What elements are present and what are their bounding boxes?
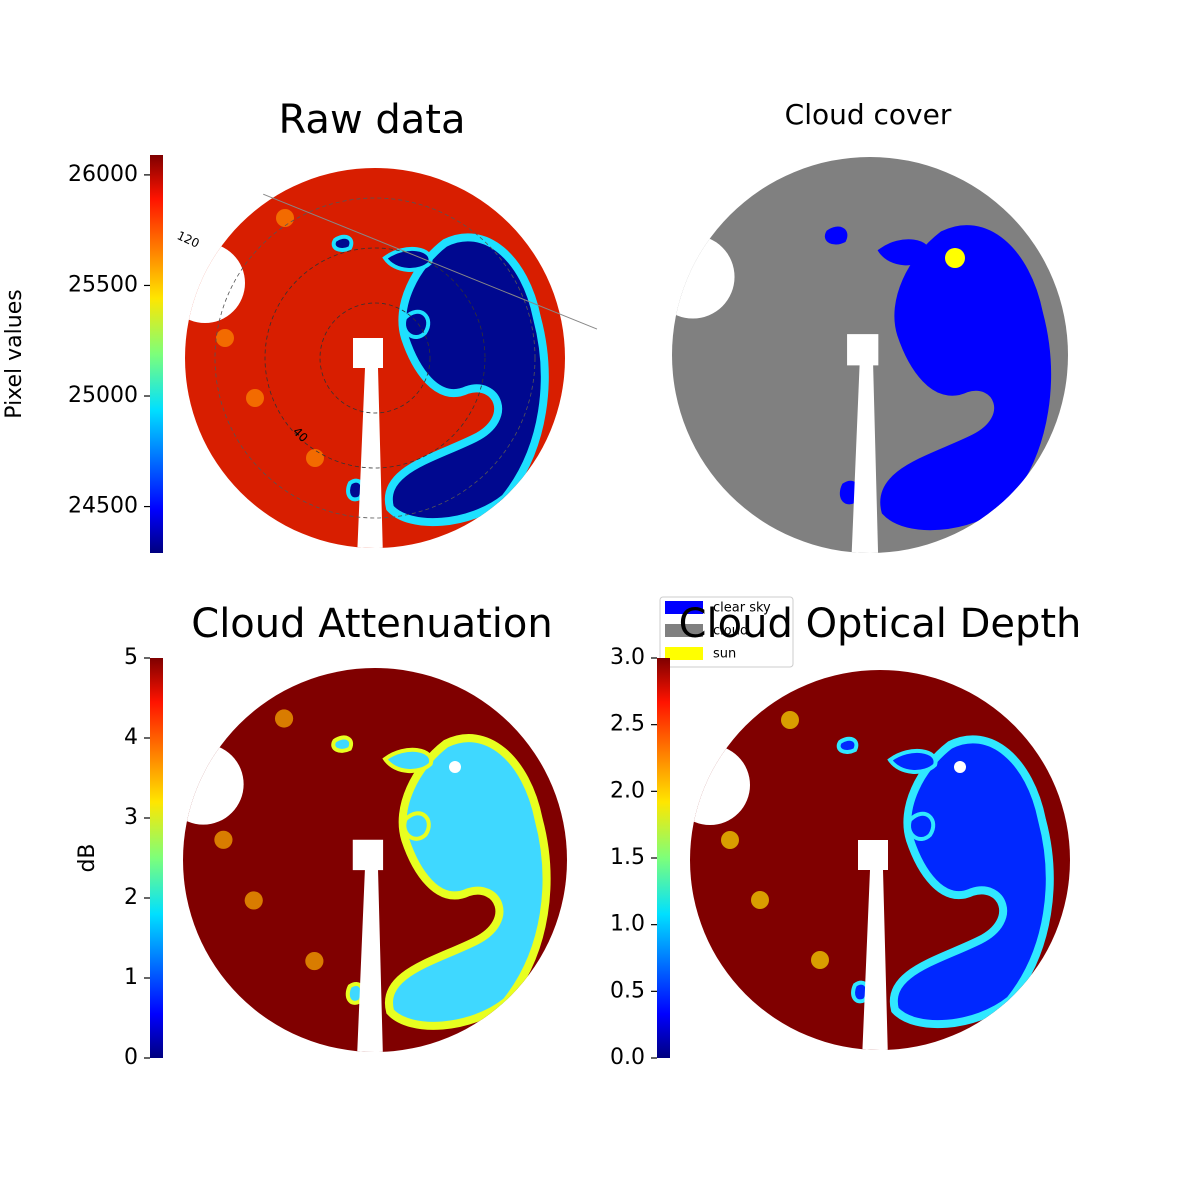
polar-grid	[264, 247, 486, 469]
panel	[662, 157, 1068, 553]
colorbar	[150, 658, 163, 1058]
sky-region	[836, 736, 859, 754]
colorbar-label: Pixel values	[2, 289, 27, 418]
sky-region	[384, 734, 551, 1030]
mast	[858, 840, 888, 1050]
sky-image	[183, 668, 567, 1052]
sky-region	[402, 309, 431, 339]
sky-region	[824, 226, 848, 245]
colorbar	[150, 155, 163, 553]
colorbar-tick-label: 25500	[68, 272, 138, 297]
colorbar-tick-label: 2	[124, 885, 138, 910]
sun	[945, 248, 965, 268]
sky-region	[907, 811, 936, 841]
colorbar-tick-label: 2.0	[610, 778, 645, 803]
sky-region	[402, 811, 431, 841]
sky-region	[877, 239, 930, 266]
sky-image	[662, 157, 1068, 553]
sky-region	[331, 735, 353, 753]
sky-spot	[811, 951, 829, 969]
colorbar-tick-label: 4	[124, 725, 138, 750]
colorbar-tick-label: 1	[124, 965, 138, 990]
sky-region	[384, 233, 549, 527]
colorbar-tick-label: 2.5	[610, 712, 645, 737]
colorbar-tick-label: 24500	[68, 494, 138, 519]
sky-region	[880, 225, 1052, 531]
sun	[449, 761, 461, 773]
polar-label: 120	[175, 228, 202, 250]
mast	[847, 334, 879, 553]
legend-swatch	[665, 647, 703, 660]
notch	[672, 235, 735, 319]
sky-spot	[306, 449, 324, 467]
sky-spot	[276, 209, 294, 227]
sky-spot	[305, 951, 324, 971]
sky-spot	[214, 830, 233, 849]
colorbar-tick-label: 3	[124, 805, 138, 830]
colorbar-tick-label: 1.0	[610, 912, 645, 937]
sky-region	[898, 304, 928, 336]
sky-region	[889, 735, 1054, 1029]
sun	[954, 761, 966, 773]
sky-spot	[274, 709, 294, 728]
panel-title: Cloud Attenuation	[191, 601, 552, 647]
polar-grid	[214, 197, 536, 519]
notch	[680, 820, 690, 870]
panel-title: Raw data	[279, 97, 466, 143]
polar-axis	[263, 193, 598, 330]
polar-grid	[319, 302, 431, 414]
colorbar-tick-label: 25000	[68, 383, 138, 408]
notch	[183, 743, 244, 825]
sky-spot	[721, 831, 739, 849]
colorbar-tick-label: 5	[124, 645, 138, 670]
notch	[185, 243, 245, 323]
colorbar-label: dB	[75, 843, 100, 872]
legend-label: sun	[713, 647, 736, 662]
colorbar-tick-label: 3.0	[610, 645, 645, 670]
sky-spot	[246, 389, 264, 407]
panel: 0.0 0.5 1.0 1.5 2.0 2.5 3.0	[610, 645, 1070, 1070]
sky-image	[680, 670, 1070, 1050]
notch	[183, 819, 184, 871]
mast	[352, 839, 384, 1052]
colorbar-tick-label: 0.0	[610, 1045, 645, 1070]
notch	[690, 745, 750, 825]
legend: clear sky cloud sun	[659, 596, 794, 668]
colorbar-tick-label: 26000	[68, 162, 138, 187]
sky-shapes	[183, 668, 567, 1052]
colorbar-tick-label: 0.5	[610, 978, 645, 1003]
panel-title: Cloud Optical Depth	[679, 601, 1082, 647]
sky-image	[175, 168, 565, 548]
mast	[353, 338, 383, 548]
panel-title: Cloud cover	[785, 98, 952, 131]
colorbar-tick-label: 1.5	[610, 845, 645, 870]
sky-shapes	[662, 157, 1068, 553]
sky-region	[382, 747, 434, 773]
legend-swatch	[665, 624, 703, 637]
legend-label: clear sky	[713, 601, 771, 616]
sky-region	[331, 234, 354, 252]
legend-label: cloud	[713, 624, 748, 639]
notch	[175, 318, 185, 368]
sky-shapes	[680, 670, 1070, 1050]
sky-spot	[781, 711, 799, 729]
legend-swatch	[665, 601, 703, 614]
panel: 0 1 2 3 4 5 dB	[75, 645, 567, 1070]
colorbar	[657, 658, 670, 1058]
sky-spot	[216, 329, 234, 347]
sky-region	[887, 748, 938, 774]
notch	[662, 313, 672, 365]
sky-spot	[244, 891, 263, 910]
sky-shapes	[175, 168, 565, 548]
sky-spot	[751, 891, 769, 909]
colorbar-tick-label: 0	[124, 1045, 138, 1070]
